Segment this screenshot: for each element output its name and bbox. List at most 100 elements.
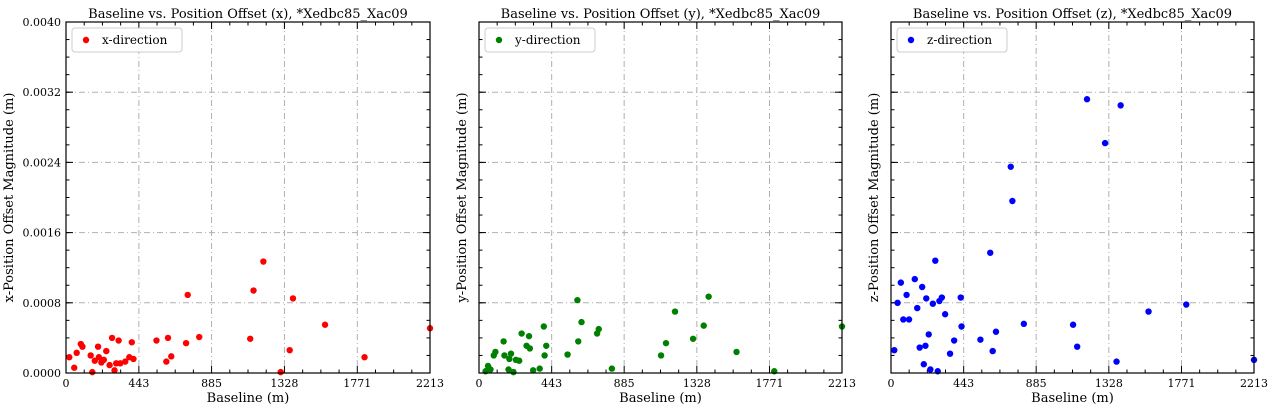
data-point bbox=[510, 368, 517, 376]
data-point bbox=[946, 350, 954, 357]
chart-title: Baseline vs. Position Offset (z), *Xedbc… bbox=[913, 7, 1232, 22]
data-point bbox=[536, 365, 543, 372]
x-tick-label: 443 bbox=[953, 377, 974, 390]
data-point bbox=[705, 293, 712, 300]
data-point bbox=[540, 323, 547, 330]
x-tick-label: 0 bbox=[476, 377, 483, 390]
data-point bbox=[911, 275, 918, 283]
y-axis-label: x-Position Offset Magnitude (m) bbox=[2, 93, 17, 303]
x-tick-label: 2213 bbox=[416, 377, 444, 390]
data-point bbox=[361, 354, 368, 361]
data-point bbox=[94, 343, 102, 350]
x-tick-label: 2213 bbox=[1240, 377, 1268, 390]
data-point bbox=[578, 318, 585, 326]
data-point bbox=[927, 366, 934, 373]
data-point bbox=[164, 334, 172, 342]
data-point bbox=[526, 345, 534, 352]
data-point bbox=[505, 366, 512, 373]
data-point bbox=[1083, 96, 1091, 103]
x-tick-label: 2213 bbox=[828, 377, 856, 390]
y-axis-label: z-Position Offset Magnitude (m) bbox=[867, 93, 882, 303]
data-point bbox=[1117, 102, 1124, 109]
legend-box bbox=[71, 27, 183, 53]
data-point bbox=[506, 355, 513, 363]
data-point bbox=[66, 354, 73, 361]
data-point bbox=[897, 279, 905, 286]
data-point bbox=[700, 322, 707, 329]
y-tick-label: 0.0024 bbox=[23, 156, 62, 169]
x-tick-label: 1328 bbox=[683, 377, 711, 390]
chart-panel-y: 0 443 885 1328 1771 2213 Baseline vs. Position… bbox=[455, 7, 856, 406]
data-point bbox=[977, 336, 984, 343]
data-point bbox=[733, 348, 740, 356]
x-tick-label: 1328 bbox=[1095, 377, 1123, 390]
chart-title: Baseline vs. Position Offset (y), *Xedbc… bbox=[501, 7, 821, 22]
legend-marker bbox=[907, 36, 915, 44]
data-point bbox=[916, 344, 923, 351]
data-point bbox=[575, 338, 582, 345]
data-point bbox=[992, 328, 1000, 335]
data-point bbox=[905, 316, 913, 323]
data-point bbox=[987, 249, 994, 256]
data-point bbox=[106, 361, 113, 369]
data-point bbox=[487, 366, 494, 373]
data-point bbox=[574, 296, 581, 304]
data-point bbox=[71, 364, 78, 371]
data-point bbox=[662, 339, 670, 347]
data-point bbox=[941, 311, 949, 318]
data-point bbox=[900, 316, 907, 323]
data-point bbox=[515, 357, 523, 364]
x-axis-label: Baseline (m) bbox=[619, 391, 702, 406]
data-point bbox=[920, 361, 928, 368]
data-point bbox=[689, 335, 697, 342]
legend-marker bbox=[82, 36, 90, 44]
data-point bbox=[73, 349, 80, 357]
data-point bbox=[153, 337, 160, 344]
x-tick-label: 443 bbox=[541, 377, 562, 390]
y-tick-label: 0.0000 bbox=[23, 367, 62, 380]
chart-panel-x: 0 443 885 1328 1771 2213 0.0000 0.0008 0.0016 0.0… bbox=[2, 7, 444, 406]
x-tick-label: 1771 bbox=[1167, 377, 1195, 390]
data-point bbox=[950, 337, 958, 344]
x-tick-label: 0 bbox=[63, 377, 70, 390]
x-tick-label: 885 bbox=[1026, 377, 1047, 390]
data-point bbox=[608, 365, 616, 372]
data-point bbox=[100, 356, 108, 364]
data-point bbox=[1183, 301, 1190, 308]
data-point bbox=[289, 295, 297, 302]
data-point bbox=[286, 346, 293, 354]
data-point bbox=[117, 360, 124, 367]
data-point bbox=[657, 352, 665, 359]
plot-frame bbox=[478, 21, 843, 374]
data-point bbox=[492, 348, 499, 356]
data-point bbox=[938, 294, 946, 301]
data-point bbox=[914, 304, 921, 312]
data-point bbox=[671, 308, 679, 315]
data-point bbox=[894, 299, 901, 306]
chart-panel-z: 0 443 885 1328 1771 2213 Baseline vs. Position… bbox=[867, 7, 1268, 406]
data-point bbox=[529, 367, 537, 374]
data-point bbox=[989, 347, 996, 355]
plot-frame bbox=[890, 21, 1255, 374]
data-point bbox=[1020, 320, 1028, 328]
data-point bbox=[518, 330, 525, 337]
y-tick-label: 0.0032 bbox=[23, 86, 62, 99]
data-point bbox=[925, 331, 932, 338]
data-point bbox=[1009, 197, 1016, 205]
data-point bbox=[103, 347, 110, 355]
data-point bbox=[903, 291, 910, 299]
data-point bbox=[111, 367, 118, 374]
legend-box bbox=[484, 27, 596, 53]
data-point bbox=[1113, 358, 1120, 365]
x-tick-label: 1328 bbox=[270, 377, 298, 390]
legend: y-direction bbox=[484, 27, 596, 53]
data-point bbox=[122, 358, 129, 365]
data-point bbox=[277, 368, 284, 376]
data-point bbox=[321, 321, 329, 328]
data-point bbox=[95, 354, 103, 361]
legend-label: y-direction bbox=[514, 33, 581, 47]
data-point bbox=[929, 300, 937, 307]
data-point bbox=[500, 338, 507, 345]
plot-frame bbox=[65, 21, 431, 374]
